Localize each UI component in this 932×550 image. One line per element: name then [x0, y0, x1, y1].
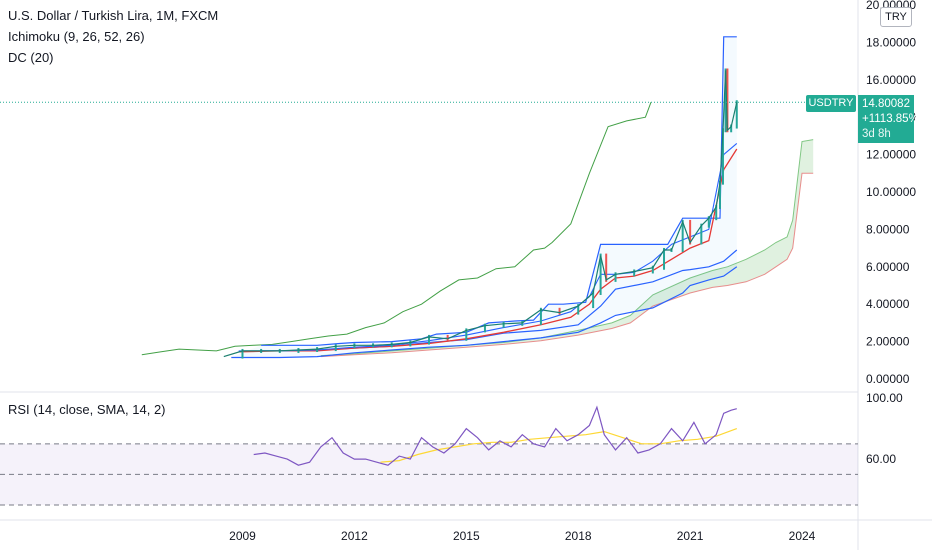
price-change-value: +1113.85% — [862, 113, 919, 125]
price-tick-label: 4.00000 — [866, 297, 910, 311]
rsi-pane — [0, 405, 858, 506]
donchian-fill — [231, 36, 737, 358]
symbol-price-label: USDTRY — [806, 95, 856, 112]
price-tick-label: 6.00000 — [866, 260, 910, 274]
last-price-value: 14.80082 — [862, 98, 910, 110]
rsi-line — [253, 405, 737, 466]
price-pane — [0, 36, 858, 359]
symbol-title: U.S. Dollar / Turkish Lira, 1M, FXCM — [8, 8, 219, 23]
leading-span-b — [320, 172, 814, 358]
donchian-lower-line — [231, 266, 738, 359]
price-tick-label: 12.00000 — [866, 148, 916, 162]
legend-rsi[interactable]: RSI (14, close, SMA, 14, 2) — [8, 402, 166, 417]
rsi-ma-line — [380, 428, 738, 463]
price-tick-label: 8.00000 — [866, 222, 910, 236]
legend-donchian[interactable]: DC (20) — [8, 50, 54, 65]
rsi-tick-label: 100.00 — [866, 391, 903, 405]
time-tick-label: 2015 — [453, 529, 480, 543]
currency-badge[interactable]: TRY — [880, 7, 912, 27]
price-tick-label: 18.00000 — [866, 35, 916, 49]
price-tick-label: 2.00000 — [866, 335, 910, 349]
time-tick-label: 2021 — [677, 529, 704, 543]
price-tick-label: 16.00000 — [866, 73, 916, 87]
legend-ichimoku[interactable]: Ichimoku (9, 26, 52, 26) — [8, 29, 145, 44]
rsi-tick-label: 60.00 — [866, 452, 896, 466]
bar-countdown: 3d 8h — [862, 128, 891, 140]
donchian-upper-line — [261, 36, 737, 346]
time-tick-label: 2024 — [789, 529, 816, 543]
price-tick-label: 10.00000 — [866, 185, 916, 199]
time-tick-label: 2009 — [229, 529, 256, 543]
price-tick-label: 0.00000 — [866, 372, 910, 386]
price-line — [223, 70, 738, 358]
last-price-label: 14.80082 +1113.85% 3d 8h — [858, 95, 919, 143]
lagging-span-line — [141, 102, 652, 356]
time-tick-label: 2012 — [341, 529, 368, 543]
base-line-line — [238, 148, 738, 353]
time-tick-label: 2018 — [565, 529, 592, 543]
